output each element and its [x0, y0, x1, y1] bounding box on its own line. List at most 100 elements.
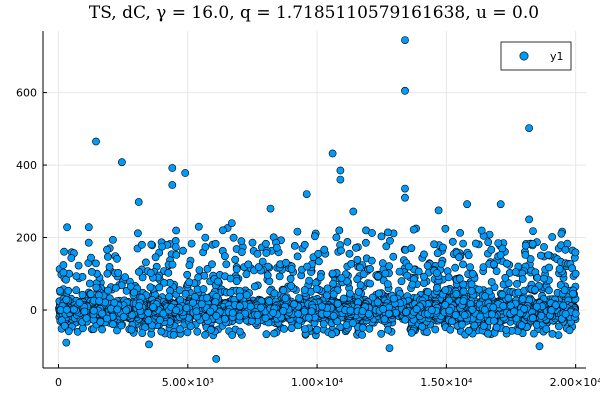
data-point [228, 331, 237, 339]
data-point [520, 304, 529, 313]
data-point [397, 277, 406, 286]
data-point [459, 260, 467, 269]
data-point [468, 269, 477, 278]
data-point [545, 286, 553, 295]
data-point [464, 251, 473, 260]
data-point [127, 325, 136, 334]
data-point [433, 249, 442, 258]
data-point [377, 329, 386, 338]
data-point [185, 278, 194, 287]
data-point [521, 241, 530, 250]
data-point [250, 282, 259, 291]
data-point [414, 267, 423, 276]
data-point [104, 252, 112, 261]
data-point [459, 239, 467, 248]
data-point [258, 257, 267, 266]
data-point [347, 259, 356, 268]
data-point [171, 243, 180, 251]
data-point [496, 251, 505, 259]
data-point [313, 325, 321, 334]
data-point [172, 250, 181, 259]
data-point [160, 278, 168, 287]
data-point [62, 275, 70, 284]
data-point [211, 239, 220, 248]
data-point [367, 256, 376, 265]
data-point [446, 325, 455, 334]
data-point [279, 286, 288, 295]
data-point [64, 286, 73, 295]
data-point [521, 250, 530, 259]
data-point [104, 286, 112, 295]
data-point [195, 266, 204, 274]
data-point [470, 321, 479, 330]
data-point [431, 325, 440, 334]
data-point [261, 239, 270, 248]
data-point [134, 267, 143, 276]
data-point [366, 279, 374, 288]
data-point [316, 273, 325, 281]
data-point [287, 281, 295, 290]
data-point [409, 225, 418, 234]
data-point [86, 290, 95, 298]
data-point [287, 324, 296, 332]
data-point [74, 261, 83, 270]
data-point [479, 263, 488, 271]
data-point [164, 268, 173, 277]
data-point [85, 279, 94, 288]
data-point [59, 261, 68, 269]
data-point [155, 283, 164, 292]
data-point [403, 271, 411, 280]
data-point [368, 229, 376, 237]
data-point [466, 263, 474, 271]
data-point [158, 242, 166, 251]
data-point [346, 289, 354, 298]
data-point [353, 275, 362, 284]
data-point [448, 237, 457, 246]
data-point [343, 237, 352, 246]
data-point [72, 272, 81, 280]
data-point [138, 329, 147, 337]
data-point [455, 274, 464, 283]
data-point [556, 281, 565, 289]
data-point [452, 290, 461, 298]
data-point [218, 226, 227, 235]
data-point [557, 229, 566, 238]
data-point [475, 285, 483, 294]
data-point [144, 308, 153, 317]
data-point [502, 259, 511, 268]
data-point [464, 326, 473, 335]
data-point [459, 287, 468, 296]
data-point [358, 323, 367, 332]
data-point [333, 317, 342, 326]
data-point [138, 273, 147, 282]
data-point [533, 273, 542, 282]
data-point [471, 239, 480, 248]
data-point [280, 324, 288, 333]
data-point [207, 325, 215, 334]
data-point [568, 264, 576, 273]
data-point [144, 316, 153, 325]
data-point [423, 261, 432, 270]
data-point [146, 283, 155, 292]
data-point [329, 290, 338, 299]
data-point [181, 289, 190, 298]
data-point [147, 240, 156, 249]
data-point [254, 263, 263, 271]
data-point [82, 314, 91, 323]
data-point [63, 223, 71, 232]
data-point [365, 324, 374, 333]
data-point [358, 330, 366, 339]
data-point [168, 260, 177, 269]
data-point [537, 251, 545, 260]
data-point [59, 268, 68, 277]
data-point [256, 303, 265, 312]
data-point [293, 252, 302, 261]
data-point [113, 254, 121, 263]
data-point [337, 274, 346, 282]
data-point [290, 241, 299, 250]
data-point [559, 301, 568, 310]
data-point [479, 322, 488, 330]
data-point [253, 249, 262, 258]
data-point [103, 269, 112, 278]
